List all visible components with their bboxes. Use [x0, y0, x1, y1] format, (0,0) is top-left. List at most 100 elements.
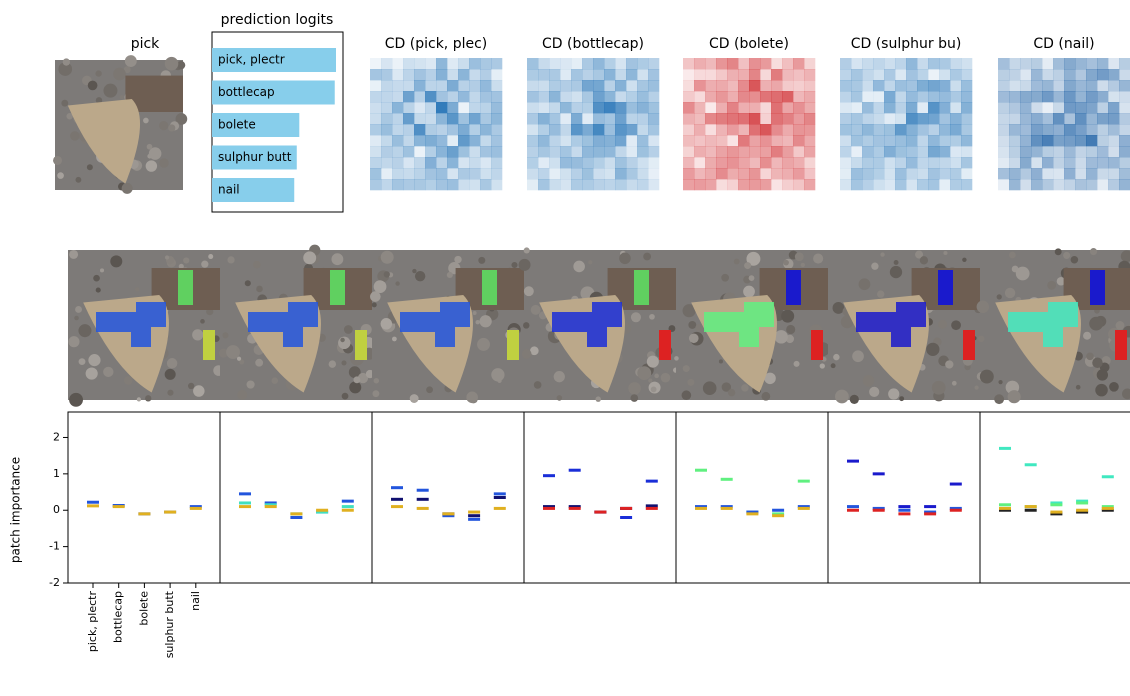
photo-texture	[175, 113, 188, 125]
cd-cell	[1086, 69, 1098, 81]
cd-cell	[683, 58, 695, 70]
cd-cell	[738, 179, 750, 191]
cd-cell	[862, 58, 874, 70]
cd-cell	[1064, 102, 1076, 114]
cd-cell	[425, 146, 437, 158]
photo-texture	[392, 336, 397, 342]
cd-cell	[906, 69, 918, 81]
cd-cell	[480, 157, 492, 169]
photo-texture	[702, 381, 717, 395]
photo-texture	[764, 372, 776, 385]
cd-cell	[403, 91, 415, 103]
cd-cell	[782, 135, 794, 147]
cd-cell	[538, 179, 550, 191]
cd-cell	[593, 168, 605, 180]
photo-texture	[119, 94, 124, 100]
photo-texture	[1089, 248, 1098, 256]
cd-cell	[538, 69, 550, 81]
cd-cell	[425, 69, 437, 81]
cd-cell	[782, 157, 794, 169]
cd-cell	[626, 58, 638, 70]
cd-cell	[381, 113, 393, 125]
photo-texture	[187, 382, 195, 390]
photo-texture	[479, 315, 492, 328]
cd-cell	[1075, 146, 1087, 158]
cd-title: CD (bolete)	[709, 36, 789, 52]
cd-cell	[851, 69, 863, 81]
cd-cell	[1119, 168, 1130, 180]
cd-cell	[950, 124, 962, 136]
cd-cell	[571, 69, 583, 81]
cd-cell	[851, 91, 863, 103]
cd-cell	[1020, 69, 1032, 81]
photo-texture	[781, 309, 795, 323]
cd-cell	[637, 157, 649, 169]
cd-cell	[851, 179, 863, 191]
cd-cell	[804, 179, 816, 191]
photo-texture	[103, 366, 114, 378]
cd-cell	[593, 113, 605, 125]
cd-cell	[851, 135, 863, 147]
cd-cell	[771, 113, 783, 125]
cd-cell	[1108, 124, 1120, 136]
cd-cell	[469, 58, 481, 70]
cd-cell	[1119, 146, 1130, 158]
cd-cell	[604, 113, 616, 125]
cd-cell	[582, 58, 594, 70]
cd-cell	[626, 91, 638, 103]
cd-cell	[694, 135, 706, 147]
photo-texture	[69, 249, 79, 259]
cd-cell	[950, 102, 962, 114]
cd-cell	[873, 135, 885, 147]
cd-cell	[1031, 124, 1043, 136]
photo-texture	[1109, 381, 1119, 392]
cd-cell	[392, 124, 404, 136]
cd-cell	[1097, 58, 1109, 70]
cd-cell	[538, 80, 550, 92]
cd-cell	[538, 91, 550, 103]
cd-cell	[370, 91, 382, 103]
cd-cell	[793, 124, 805, 136]
cd-cell	[648, 58, 660, 70]
cd-cell	[370, 179, 382, 191]
photo-texture	[61, 99, 69, 107]
cd-cell	[549, 157, 561, 169]
photo-texture	[793, 360, 800, 367]
cd-cell	[749, 69, 761, 81]
image-title: pick	[131, 36, 160, 52]
cd-cell	[436, 157, 448, 169]
photo-texture	[1092, 357, 1103, 368]
cd-cell	[560, 69, 572, 81]
photo-texture	[888, 388, 900, 400]
cd-cell	[1097, 80, 1109, 92]
photo-texture	[244, 280, 251, 287]
photo-texture	[830, 363, 836, 369]
cd-cell	[571, 179, 583, 191]
cd-cell	[998, 146, 1010, 158]
cd-cell	[582, 80, 594, 92]
cd-cell	[771, 80, 783, 92]
cd-cell	[1097, 102, 1109, 114]
cd-cell	[1042, 58, 1054, 70]
cd-cell	[370, 69, 382, 81]
photo-texture	[681, 390, 692, 401]
cd-cell	[447, 157, 459, 169]
cd-cell	[436, 113, 448, 125]
cd-cell	[1020, 135, 1032, 147]
cd-cell	[527, 135, 539, 147]
photo-texture	[475, 320, 480, 325]
photo-texture	[938, 319, 948, 329]
cd-cell	[961, 168, 973, 180]
cd-cell	[895, 91, 907, 103]
cd-cell	[1119, 157, 1130, 169]
cd-cell	[527, 157, 539, 169]
cd-cell	[527, 168, 539, 180]
cd-cell	[1097, 69, 1109, 81]
cd-title: CD (bottlecap)	[542, 36, 644, 52]
cd-cell	[370, 146, 382, 158]
cd-cell	[906, 102, 918, 114]
cd-cell	[840, 157, 852, 169]
cd-cell	[447, 69, 459, 81]
logit-bar	[212, 145, 297, 170]
photo-texture	[340, 337, 345, 343]
